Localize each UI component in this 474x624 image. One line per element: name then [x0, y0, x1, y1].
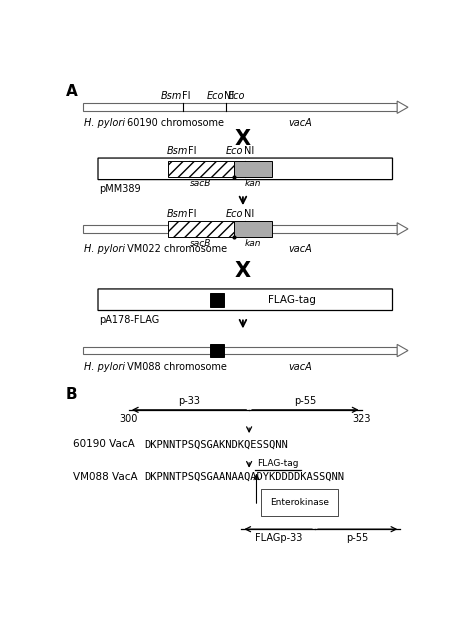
- Text: Eco: Eco: [228, 91, 245, 101]
- Text: Bsm: Bsm: [166, 146, 188, 156]
- Polygon shape: [397, 101, 408, 114]
- Text: 60190 VacA: 60190 VacA: [73, 439, 135, 449]
- Text: NI: NI: [224, 91, 235, 101]
- Text: Enterokinase: Enterokinase: [271, 499, 329, 507]
- Text: kan: kan: [245, 239, 261, 248]
- Text: A: A: [65, 84, 77, 99]
- Bar: [168, 161, 234, 177]
- Text: X: X: [235, 129, 251, 149]
- Text: DKPNNTPSQSGAANAAQADYKDDDDKASSQNN: DKPNNTPSQSGAANAAQADYKDDDDKASSQNN: [145, 472, 345, 482]
- Polygon shape: [397, 344, 408, 357]
- Text: NI: NI: [244, 209, 254, 219]
- Text: vacA: vacA: [288, 118, 311, 128]
- Text: VM022 chromosome: VM022 chromosome: [124, 244, 228, 255]
- Text: kan: kan: [245, 179, 261, 188]
- Text: H. pylori: H. pylori: [84, 362, 125, 372]
- Text: FI: FI: [182, 91, 190, 101]
- Text: pMM389: pMM389: [100, 184, 141, 194]
- Text: NI: NI: [244, 146, 254, 156]
- Bar: [168, 221, 234, 236]
- Bar: [82, 104, 397, 111]
- Text: vacA: vacA: [288, 244, 311, 255]
- Text: Eco: Eco: [207, 91, 224, 101]
- Bar: [234, 221, 273, 236]
- Text: H. pylori: H. pylori: [84, 244, 125, 255]
- Text: p-55: p-55: [294, 396, 317, 406]
- Text: FI: FI: [188, 209, 196, 219]
- Text: 60190 chromosome: 60190 chromosome: [124, 118, 224, 128]
- Text: Bsm: Bsm: [160, 91, 182, 101]
- Bar: [210, 293, 224, 306]
- Text: X: X: [235, 261, 251, 281]
- Text: Eco: Eco: [226, 146, 244, 156]
- Text: sacB: sacB: [190, 179, 211, 188]
- Text: H. pylori: H. pylori: [84, 118, 125, 128]
- Text: FI: FI: [188, 146, 196, 156]
- Bar: [234, 161, 273, 177]
- Text: FLAG-tag: FLAG-tag: [268, 295, 316, 305]
- Text: pA178-FLAG: pA178-FLAG: [100, 315, 160, 325]
- Text: FLAGp-33: FLAGp-33: [255, 533, 302, 543]
- Text: Bsm: Bsm: [166, 209, 188, 219]
- Text: p-55: p-55: [346, 533, 369, 543]
- Text: VM088 chromosome: VM088 chromosome: [124, 362, 227, 372]
- Text: sacB: sacB: [190, 239, 211, 248]
- Polygon shape: [397, 223, 408, 235]
- FancyBboxPatch shape: [98, 158, 392, 180]
- Bar: [82, 347, 397, 354]
- Text: vacA: vacA: [288, 362, 311, 372]
- Bar: [210, 344, 224, 358]
- Text: FLAG-tag: FLAG-tag: [257, 459, 299, 469]
- FancyBboxPatch shape: [98, 289, 392, 311]
- Text: 323: 323: [352, 414, 371, 424]
- Text: p-33: p-33: [178, 396, 200, 406]
- Text: VM088 VacA: VM088 VacA: [73, 472, 138, 482]
- Text: B: B: [65, 387, 77, 402]
- Bar: [82, 225, 397, 233]
- Text: Eco: Eco: [226, 209, 244, 219]
- Text: DKPNNTPSQSGAKNDKQESSQNN: DKPNNTPSQSGAKNDKQESSQNN: [145, 439, 288, 449]
- Text: 300: 300: [120, 414, 138, 424]
